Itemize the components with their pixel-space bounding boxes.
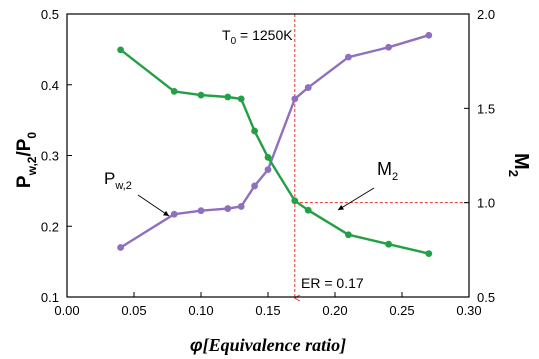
series-0-point: [117, 244, 124, 251]
series-0-point: [264, 166, 272, 174]
series-0-point: [345, 53, 352, 61]
series-0-point: [385, 43, 392, 51]
y-right-axis-title: M2: [506, 153, 532, 177]
series-1-point: [224, 93, 232, 101]
x-tick-label: 0.05: [121, 303, 146, 318]
temperature-annotation: T0 = 1250K: [222, 27, 293, 47]
y-left-tick-label: 0.2: [41, 219, 59, 234]
y-left-tick-label: 0.5: [41, 7, 59, 22]
series-1-point: [264, 153, 272, 161]
x-tick-label: 0.25: [389, 303, 414, 318]
series-0-point: [291, 95, 299, 103]
series-1-point: [197, 91, 205, 99]
series-1-point: [304, 206, 312, 214]
x-tick-label: 0.15: [255, 303, 280, 318]
axes: 0.00 0.05 0.10 0.15 0.20 0.25 0.30 0.1 0.2 0.3 0.4…: [41, 7, 495, 318]
y-left-tick-label: 0.3: [41, 149, 59, 164]
series-line-0: [119, 34, 430, 249]
x-tick-label: 0.20: [322, 303, 347, 318]
series-1-point: [237, 95, 245, 103]
series-0-point: [170, 210, 178, 218]
y-left-tick-label: 0.4: [41, 78, 59, 93]
series-0-point: [224, 205, 232, 212]
series-1-point: [117, 46, 124, 54]
series-1-point: [385, 240, 392, 248]
series-0-point: [197, 207, 205, 215]
series-1-point: [345, 231, 352, 239]
series-layer: [117, 31, 433, 258]
series-0-point: [425, 31, 433, 39]
series-0-point: [237, 203, 245, 210]
pw2-leader-arrow: [137, 194, 170, 217]
m2-leader-arrow: [337, 187, 375, 211]
x-tick-label: 0.00: [54, 303, 79, 318]
series-label-pw2: Pw,2: [104, 169, 132, 192]
series-1-point: [170, 87, 178, 95]
er-label: ER = 0.17: [301, 275, 364, 291]
y-left-tick-label: 0.1: [41, 290, 59, 305]
y-right-tick-label: 0.5: [477, 290, 495, 305]
series-0-point: [251, 182, 258, 190]
series-label-m2: M2: [377, 159, 398, 183]
series-1-point: [291, 197, 299, 205]
y-left-axis-title: Pw,2/P0: [14, 132, 39, 189]
x-axis-title: φ[Equivalence ratio]: [190, 335, 346, 355]
series-line-1: [119, 48, 430, 255]
y-right-tick-label: 2.0: [477, 7, 495, 22]
series-1-point: [425, 250, 433, 258]
series-0-point: [304, 84, 312, 91]
y-right-tick-label: 1.0: [477, 196, 495, 211]
x-tick-label: 0.30: [456, 303, 481, 318]
y-right-tick-label: 1.5: [477, 101, 495, 116]
reference-lines: [295, 14, 469, 298]
series-1-point: [251, 127, 258, 135]
x-tick-label: 0.10: [188, 303, 213, 318]
